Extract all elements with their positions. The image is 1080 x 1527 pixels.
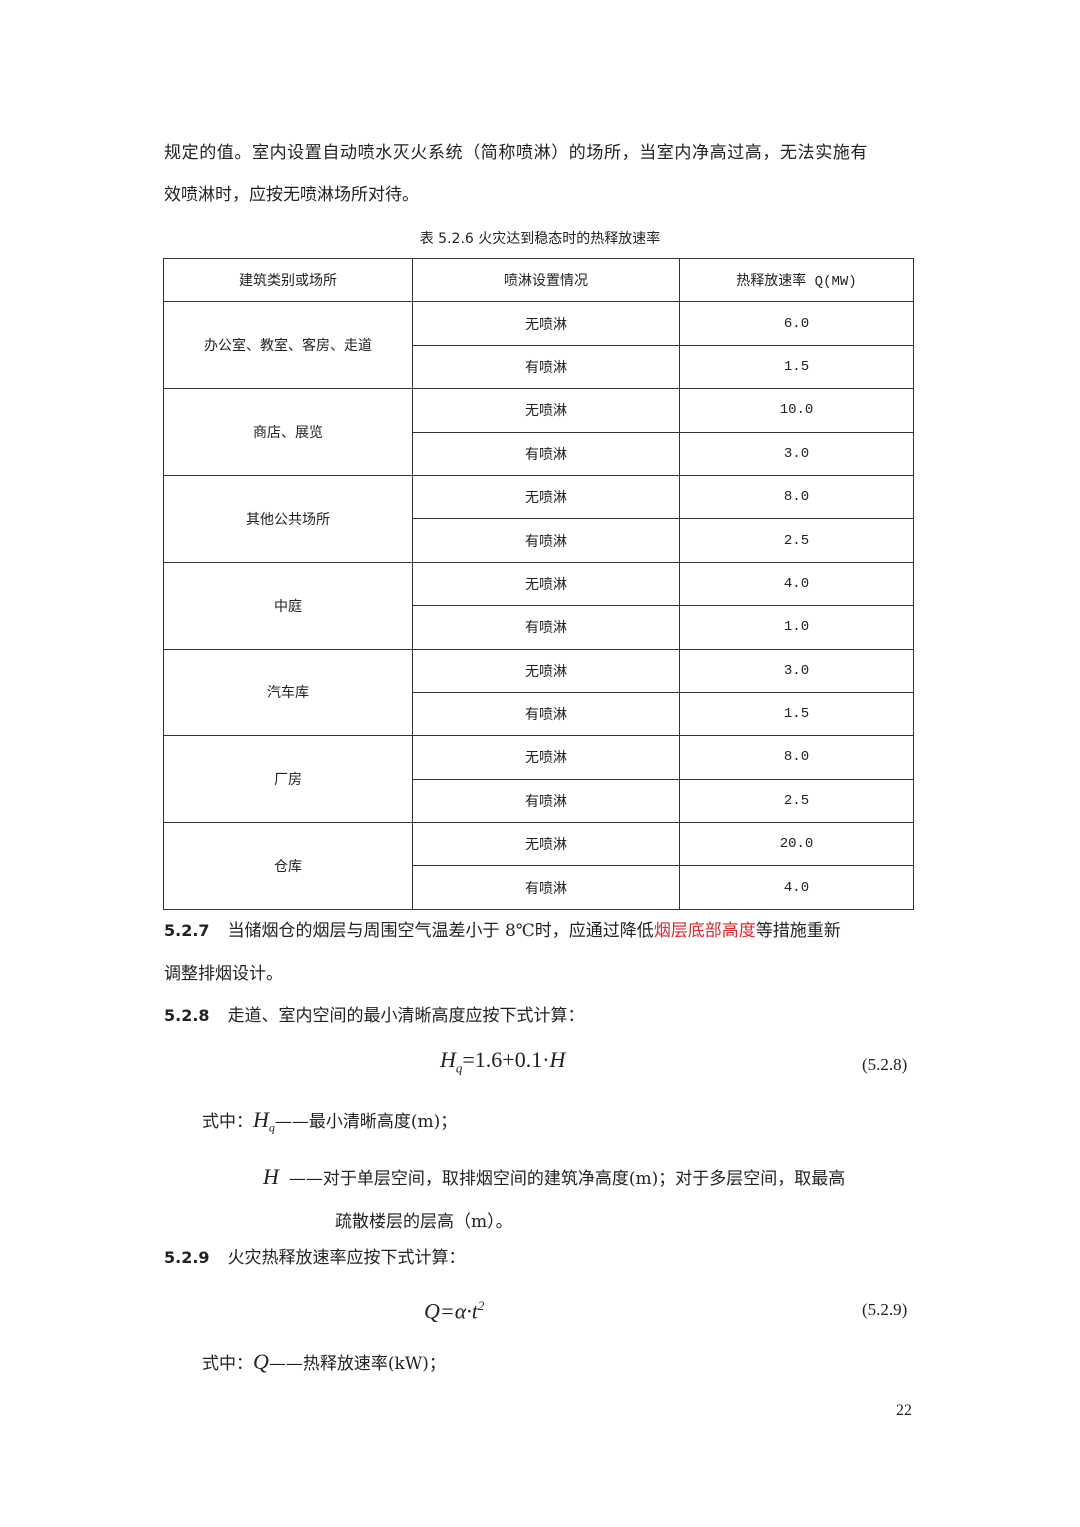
table-row: 有喷淋 3.0 (164, 431, 914, 476)
cell-place: 其他公共场所 (163, 474, 413, 563)
table-row: 厂房 无喷淋 8.0 (163, 735, 914, 824)
table-row: 商店、展览 无喷淋 10.0 (163, 388, 914, 476)
formula-symbol: H (440, 1047, 456, 1072)
equation-number: (5.2.9) (862, 1300, 908, 1319)
where-label: 式中： (202, 1354, 253, 1374)
cell-place: 厂房 (163, 735, 413, 824)
cell-sprinkler: 有喷淋 (412, 344, 680, 390)
cell-place: 商店、展览 (163, 388, 413, 476)
cell-heat-release: 1.5 (679, 691, 914, 737)
table-row: 有喷淋 1.5 (164, 344, 914, 390)
cell-heat-release: 4.0 (679, 561, 914, 607)
section-5-2-8: 5.2.8 走道、室内空间的最小清晰高度应按下式计算： (164, 1006, 585, 1026)
formula-subscript: q (455, 1060, 463, 1076)
intro-line-2: 效喷淋时，应按无喷淋场所对待。 (164, 185, 419, 205)
table-row: 有喷淋 1.0 (164, 605, 914, 650)
table-row: 有喷淋 2.5 (164, 778, 914, 824)
section-5-2-9: 5.2.9 火灾热释放速率应按下式计算： (164, 1248, 466, 1268)
cell-heat-release: 3.0 (679, 648, 914, 693)
table-row: 汽车库 无喷淋 3.0 (163, 648, 914, 737)
cell-sprinkler: 有喷淋 (412, 865, 680, 910)
cell-heat-release: 3.0 (679, 431, 914, 476)
definition-h-cont: 疏散楼层的层高（m）。 (335, 1212, 513, 1232)
table-row: 仓库 无喷淋 20.0 (163, 822, 914, 910)
section-text-cont: 等措施重新 (755, 921, 841, 941)
section-text: 走道、室内空间的最小清晰高度应按下式计算： (227, 1006, 585, 1026)
table-row: 其他公共场所 无喷淋 8.0 (163, 474, 914, 563)
formula-5-2-8: Hq=1.6+0.1·H (440, 1047, 566, 1078)
intro-line-1: 规定的值。室内设置自动喷水灭火系统（简称喷淋）的场所，当室内净高过高，无法实施有 (164, 143, 868, 163)
header-sprinkler: 喷淋设置情况 (412, 257, 680, 303)
header-q: 热释放速率 Q(MW) (679, 257, 914, 303)
cell-sprinkler: 无喷淋 (412, 735, 680, 780)
cell-sprinkler: 有喷淋 (412, 691, 680, 737)
cell-heat-release: 1.5 (679, 344, 914, 390)
table-header-row: 建筑类别或场所 喷淋设置情况 热释放速率 Q(MW) (163, 257, 914, 303)
section-5-2-7: 5.2.7 当储烟仓的烟层与周围空气温差小于 8℃时，应通过降低烟层底部高度等措施… (164, 921, 841, 941)
cell-heat-release: 1.0 (679, 605, 914, 650)
cell-heat-release: 8.0 (679, 474, 914, 520)
table-row: 中庭 无喷淋 4.0 (163, 561, 914, 650)
cell-heat-release: 20.0 (679, 822, 914, 867)
formula-body: Q=α·t (424, 1298, 478, 1324)
formula-variable: H (549, 1047, 566, 1072)
table-caption: 表 5.2.6 火灾达到稳态时的热释放速率 (419, 231, 661, 247)
formula-superscript: 2 (477, 1298, 485, 1313)
table-row: 有喷淋 4.0 (164, 865, 914, 910)
formula-rhs: =1.6+0.1· (462, 1047, 550, 1072)
where-label: 式中： (202, 1112, 253, 1132)
cell-sprinkler: 有喷淋 (412, 431, 680, 476)
def-symbol: Q (253, 1349, 269, 1374)
definition-h: H ——对于单层空间，取排烟空间的建筑净高度(m)；对于多层空间，取最高 (263, 1164, 846, 1190)
def-text: ——热释放速率(kW)； (268, 1354, 446, 1374)
cell-place: 办公室、教室、客房、走道 (163, 301, 413, 390)
section-5-2-7-line-2: 调整排烟设计。 (164, 964, 283, 984)
cell-sprinkler: 有喷淋 (412, 518, 680, 563)
cell-heat-release: 10.0 (679, 388, 914, 433)
cell-sprinkler: 有喷淋 (412, 778, 680, 824)
section-number: 5.2.9 (164, 1248, 210, 1267)
formula-5-2-9: Q=α·t2 (424, 1296, 485, 1324)
cell-sprinkler: 无喷淋 (412, 561, 680, 607)
equation-number: (5.2.8) (862, 1055, 908, 1074)
table-row: 有喷淋 2.5 (164, 518, 914, 563)
cell-heat-release: 8.0 (679, 735, 914, 780)
section-number: 5.2.7 (164, 921, 210, 940)
def-symbol: H (253, 1107, 269, 1132)
def-symbol: H (263, 1164, 279, 1189)
section-text: 当储烟仓的烟层与周围空气温差小于 8℃时，应通过降低 (227, 921, 654, 941)
definition-q: 式中：Q——热释放速率(kW)； (202, 1349, 446, 1375)
cell-place: 中庭 (163, 561, 413, 650)
cell-heat-release: 6.0 (679, 301, 914, 346)
heat-release-table: 建筑类别或场所 喷淋设置情况 热释放速率 Q(MW) 办公室、教室、客房、走道无… (163, 257, 914, 910)
def-subscript: q (268, 1120, 275, 1135)
cell-heat-release: 2.5 (679, 518, 914, 563)
section-number: 5.2.8 (164, 1006, 210, 1025)
table-row: 有喷淋 1.5 (164, 691, 914, 737)
cell-place: 仓库 (163, 822, 413, 910)
cell-sprinkler: 无喷淋 (412, 822, 680, 867)
cell-sprinkler: 有喷淋 (412, 605, 680, 650)
table-row: 办公室、教室、客房、走道 无喷淋 6.0 (163, 301, 914, 390)
cell-sprinkler: 无喷淋 (412, 301, 680, 346)
def-text: ——最小清晰高度(m)； (274, 1112, 458, 1132)
cell-sprinkler: 无喷淋 (412, 648, 680, 693)
cell-heat-release: 2.5 (679, 778, 914, 824)
header-place: 建筑类别或场所 (163, 257, 413, 303)
definition-hq: 式中：Hq——最小清晰高度(m)； (202, 1107, 458, 1137)
cell-heat-release: 4.0 (679, 865, 914, 910)
section-text: 火灾热释放速率应按下式计算： (227, 1248, 466, 1268)
cell-sprinkler: 无喷淋 (412, 388, 680, 433)
highlight-text: 烟层底部高度 (653, 921, 756, 941)
cell-place: 汽车库 (163, 648, 413, 737)
cell-sprinkler: 无喷淋 (412, 474, 680, 520)
page-number: 22 (896, 1402, 912, 1419)
def-text: ——对于单层空间，取排烟空间的建筑净高度(m)；对于多层空间，取最高 (288, 1169, 846, 1189)
